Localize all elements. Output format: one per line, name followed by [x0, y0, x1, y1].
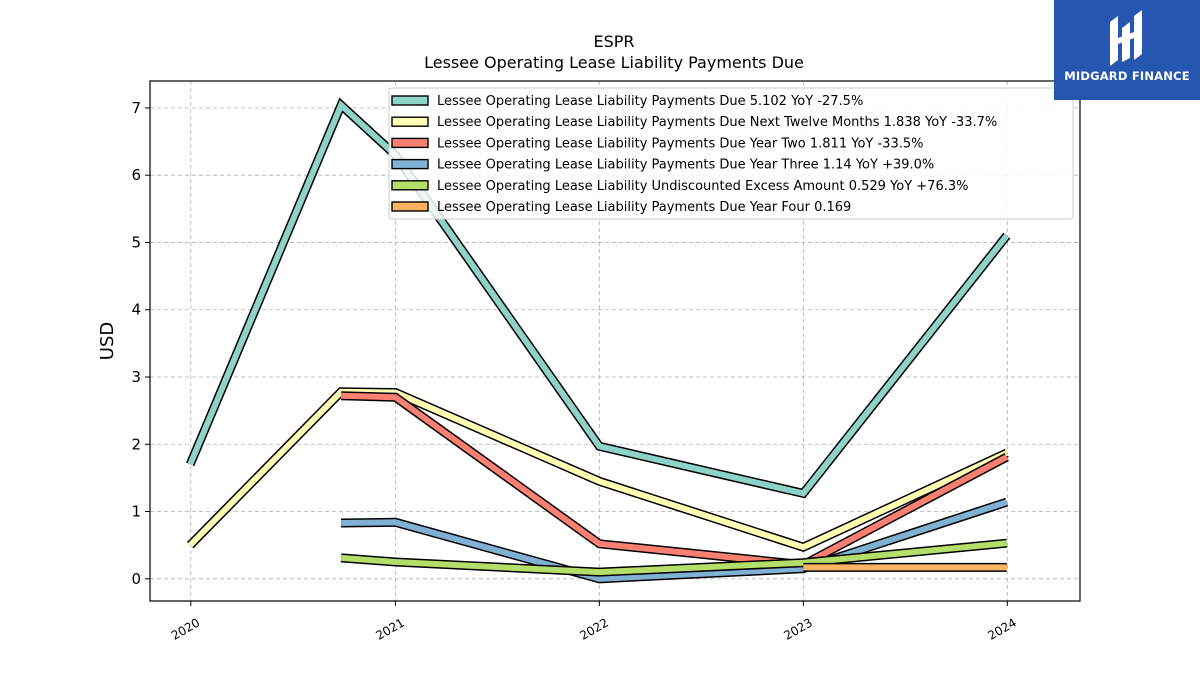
legend-entry: Lessee Operating Lease Liability Payment… [437, 158, 934, 173]
series-2 [186, 387, 1009, 553]
legend-swatch [391, 180, 429, 191]
brand-name: MIDGARD FINANCE [1064, 69, 1190, 83]
legend-swatch [391, 158, 429, 170]
series-5 [340, 538, 1008, 577]
chart-subtitle: Lessee Operating Lease Liability Payment… [424, 53, 804, 72]
y-tick-label: 7 [131, 99, 141, 117]
midgard-logo-icon [1110, 10, 1142, 66]
legend-box [388, 87, 1074, 220]
legend-entry: Lessee Operating Lease Liability Undisco… [437, 179, 968, 194]
y-tick-label: 2 [131, 435, 141, 453]
legend-swatch [391, 137, 429, 149]
x-tick-label: 2023 [781, 615, 814, 642]
legend-swatch [391, 116, 429, 127]
series-1 [186, 97, 1011, 499]
chart-title: ESPR [593, 32, 634, 51]
x-axis: 2020 2021 2022 2023 2024 [169, 601, 1019, 643]
x-tick-label: 2022 [577, 615, 610, 642]
series-line [188, 388, 1009, 551]
legend: Lessee Operating Lease Liability Payment… [388, 87, 1074, 220]
legend-swatch [391, 201, 429, 212]
plot-frame [149, 80, 1081, 602]
x-tick-label: 2024 [985, 615, 1018, 642]
y-axis-label: USD [97, 322, 118, 360]
legend-swatch [391, 95, 429, 106]
x-tick-label: 2020 [169, 615, 202, 642]
legend-entry: Lessee Operating Lease Liability Payment… [437, 200, 851, 215]
y-tick-label: 4 [131, 301, 141, 319]
legend-entry: Lessee Operating Lease Liability Payment… [437, 94, 863, 109]
legend-entry: Lessee Operating Lease Liability Payment… [437, 136, 923, 151]
series-4 [341, 497, 1009, 584]
legend-entry: Lessee Operating Lease Liability Payment… [437, 115, 997, 130]
y-tick-label: 3 [131, 368, 141, 386]
series-layer [186, 97, 1011, 584]
x-tick-label: 2021 [373, 615, 406, 642]
series-3 [340, 391, 1009, 570]
y-tick-label: 1 [131, 503, 141, 521]
brand-logo: MIDGARD FINANCE [1054, 0, 1200, 100]
series-line [341, 392, 1009, 568]
y-tick-label: 6 [131, 166, 141, 184]
y-axis: 0 1 2 3 4 5 6 7 [131, 99, 150, 588]
series-line [341, 499, 1008, 582]
y-tick-label: 5 [131, 233, 141, 251]
series-line [187, 100, 1010, 497]
series-line [340, 540, 1008, 576]
y-tick-label: 0 [131, 570, 141, 588]
